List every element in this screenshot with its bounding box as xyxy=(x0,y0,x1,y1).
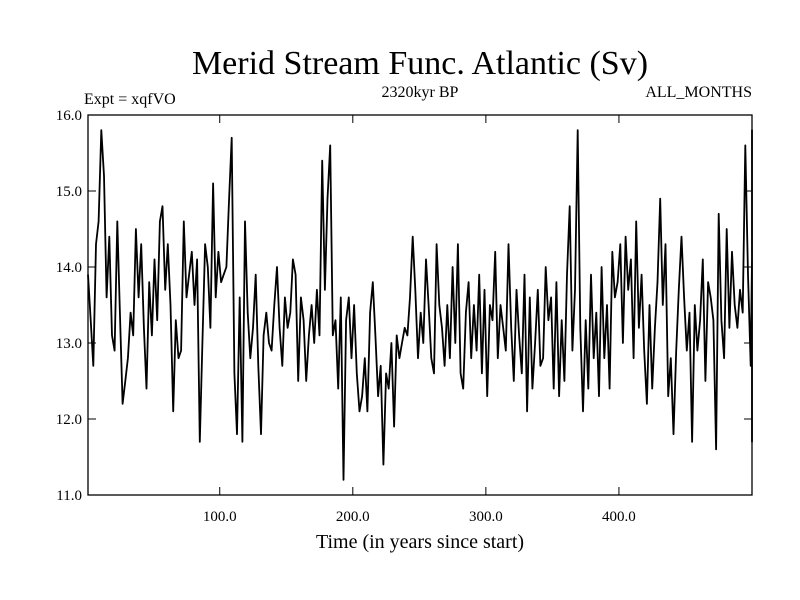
y-tick-label: 15.0 xyxy=(56,184,82,200)
x-axis-ticks: 100.0 200.0 300.0 400.0 xyxy=(203,115,636,525)
x-tick-label: 200.0 xyxy=(336,509,370,525)
y-tick-label: 14.0 xyxy=(56,260,82,276)
experiment-label: Expt = xqfVO xyxy=(84,91,176,108)
y-tick-label: 11.0 xyxy=(56,488,82,504)
y-tick-label: 12.0 xyxy=(56,412,82,428)
y-tick-label: 16.0 xyxy=(56,108,82,124)
x-tick-label: 300.0 xyxy=(469,509,503,525)
y-tick-label: 13.0 xyxy=(56,336,82,352)
time-period-label: 2320kyr BP xyxy=(382,84,459,101)
months-label: ALL_MONTHS xyxy=(645,84,752,101)
x-axis-label: Time (in years since start) xyxy=(316,531,524,553)
plot-frame xyxy=(87,114,753,496)
chart-title: Merid Stream Func. Atlantic (Sv) xyxy=(192,45,648,82)
series-line xyxy=(87,129,753,481)
x-tick-label: 400.0 xyxy=(602,509,636,525)
x-tick-label: 100.0 xyxy=(203,509,237,525)
